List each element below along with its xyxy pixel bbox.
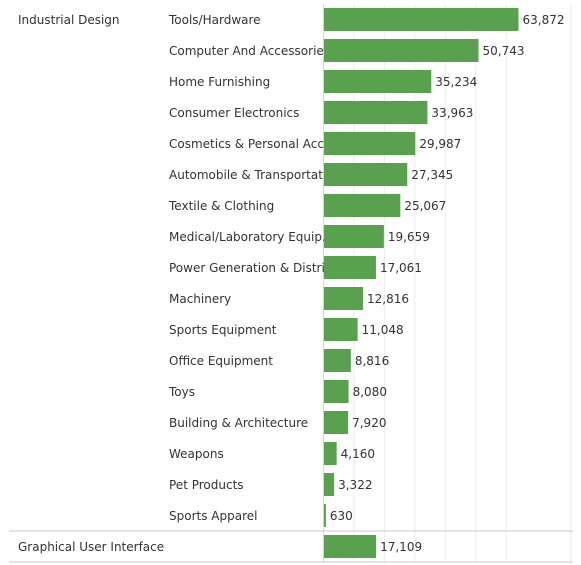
bar [324, 349, 351, 372]
bar [324, 132, 416, 155]
category-label: Home Furnishing [169, 75, 270, 89]
bar [324, 39, 479, 62]
category-label: Tools/Hardware [168, 13, 261, 27]
value-label: 25,067 [404, 199, 446, 213]
category-label: Computer And Accessories [169, 44, 330, 58]
value-label: 4,160 [341, 447, 375, 461]
value-label: 11,048 [362, 323, 404, 337]
bar [324, 473, 335, 496]
bar [324, 287, 364, 310]
category-label: Building & Architecture [169, 416, 308, 430]
category-label: Sports Equipment [169, 323, 277, 337]
bar [324, 535, 377, 558]
value-label: 27,345 [411, 168, 453, 182]
group-label: Graphical User Interface [18, 540, 164, 554]
category-label: Sports Apparel [169, 509, 257, 523]
bar [324, 225, 384, 248]
category-label: Pet Products [169, 478, 244, 492]
group-label: Industrial Design [18, 13, 120, 27]
bar [324, 318, 358, 341]
value-label: 630 [330, 509, 353, 523]
group-labels: Industrial Design Graphical User Interfac… [18, 13, 164, 554]
value-label: 8,816 [355, 354, 389, 368]
value-label: 12,816 [367, 292, 409, 306]
bar [324, 8, 519, 31]
value-label: 17,061 [380, 261, 422, 275]
category-label: Medical/Laboratory Equip.. [169, 230, 330, 244]
category-label: Consumer Electronics [169, 106, 299, 120]
bar [324, 70, 432, 93]
category-label: Office Equipment [169, 354, 273, 368]
category-label: Cosmetics & Personal Acc.. [169, 137, 332, 151]
value-label: 8,080 [353, 385, 387, 399]
bar [324, 411, 349, 434]
bar [324, 380, 349, 403]
bar [324, 504, 326, 527]
value-label: 33,963 [431, 106, 473, 120]
value-label: 63,872 [523, 13, 565, 27]
value-label: 7,920 [352, 416, 386, 430]
value-label: 29,987 [419, 137, 461, 151]
gridlines [323, 4, 572, 562]
bar [324, 101, 428, 124]
value-labels: 63,872 50,743 35,234 33,963 29,987 27,345 25,0… [330, 13, 565, 554]
value-label: 17,109 [380, 540, 422, 554]
bars [324, 8, 519, 558]
bar [324, 163, 408, 186]
value-label: 50,743 [483, 44, 525, 58]
category-label: Machinery [169, 292, 231, 306]
category-label: Textile & Clothing [168, 199, 274, 213]
group-separators [9, 530, 573, 563]
bar [324, 256, 376, 279]
value-label: 19,659 [388, 230, 430, 244]
category-labels: Tools/Hardware Computer And Accessories Ho… [168, 13, 332, 523]
category-label: Weapons [169, 447, 224, 461]
bar [324, 442, 337, 465]
bar [324, 194, 401, 217]
value-label: 3,322 [338, 478, 372, 492]
category-label: Automobile & Transportat.. [169, 168, 331, 182]
value-label: 35,234 [435, 75, 477, 89]
category-label: Power Generation & Distri.. [169, 261, 332, 275]
category-label: Toys [168, 385, 195, 399]
